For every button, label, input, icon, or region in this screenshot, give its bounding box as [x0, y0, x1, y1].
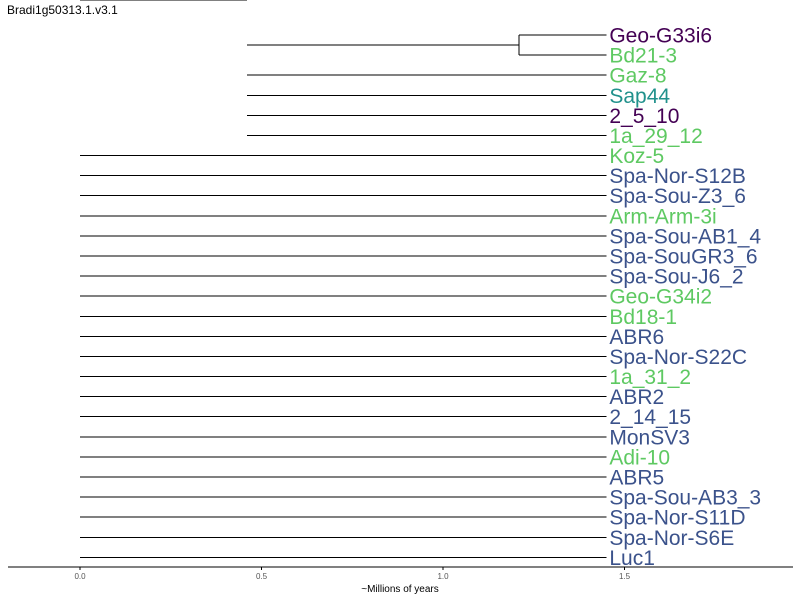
leaf-label: Spa-SouGR3_6 [609, 245, 757, 268]
x-tick-label: 1.5 [619, 572, 631, 581]
leaf-label: Spa-Sou-Z3_6 [609, 185, 746, 208]
leaf-label: Spa-Nor-S6E [609, 527, 734, 550]
leaf-label: Bd18-1 [609, 306, 677, 329]
x-axis-label: ~Millions of years [361, 584, 439, 595]
leaf-label: Luc1 [609, 547, 655, 570]
leaf-label: Adi-10 [609, 446, 670, 469]
x-tick-label: 0.0 [74, 572, 86, 581]
leaf-label: Bd21-3 [609, 45, 677, 68]
leaf-label: 2_14_15 [609, 406, 691, 429]
leaf-label: Gaz-8 [609, 65, 666, 88]
leaf-label: Spa-Sou-AB3_3 [609, 487, 761, 510]
leaf-label: 1a_29_12 [609, 125, 702, 148]
leaf-label: MonSV3 [609, 426, 690, 449]
leaf-label: Spa-Nor-S11D [609, 507, 745, 530]
leaf-label: ABR2 [609, 386, 664, 409]
leaf-label: Geo-G34i2 [609, 286, 712, 309]
leaf-label: Sap44 [609, 85, 670, 108]
tree-branches [80, 0, 607, 558]
leaf-label: Spa-Nor-S12B [609, 165, 746, 188]
leaf-labels: Geo-G33i6Bd21-3Gaz-8Sap442_5_101a_29_12K… [609, 25, 761, 570]
leaf-label: Geo-G33i6 [609, 25, 712, 48]
tree-title: Bradi1g50313.1.v3.1 [7, 3, 118, 17]
leaf-label: Koz-5 [609, 145, 664, 168]
x-tick-label: 1.0 [437, 572, 449, 581]
leaf-label: ABR6 [609, 326, 664, 349]
leaf-label: ABR5 [609, 466, 664, 489]
leaf-label: 1a_31_2 [609, 366, 691, 389]
leaf-label: Arm-Arm-3i [609, 205, 716, 228]
time-axis: 0.0 0.5 1.0 1.5 [8, 566, 793, 581]
x-tick-label: 0.5 [256, 572, 268, 581]
leaf-label: Spa-Sou-AB1_4 [609, 225, 761, 248]
leaf-label: Spa-Nor-S22C [609, 346, 747, 369]
leaf-label: 2_5_10 [609, 105, 679, 128]
leaf-label: Spa-Sou-J6_2 [609, 266, 743, 289]
